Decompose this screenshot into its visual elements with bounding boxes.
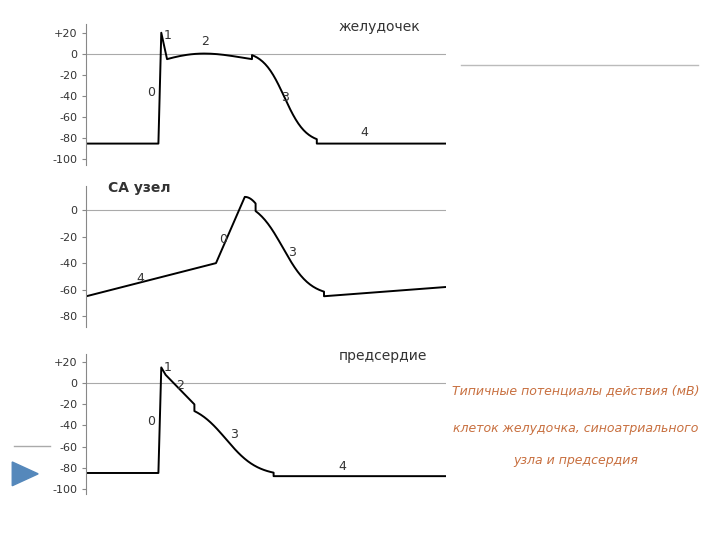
Text: 0: 0 (148, 415, 156, 428)
Polygon shape (12, 462, 38, 486)
Text: узла и предсердия: узла и предсердия (513, 454, 639, 468)
Text: 1: 1 (163, 361, 171, 374)
Text: 2: 2 (176, 379, 184, 392)
Text: Типичные потенциалы действия (мВ): Типичные потенциалы действия (мВ) (452, 384, 700, 397)
Text: 2: 2 (202, 36, 210, 49)
Text: 4: 4 (137, 272, 145, 285)
Text: 0: 0 (220, 233, 228, 246)
Text: 4: 4 (338, 460, 346, 473)
Text: 0: 0 (148, 86, 156, 99)
Text: 3: 3 (230, 428, 238, 441)
Text: 3: 3 (281, 91, 289, 104)
Text: желудочек: желудочек (338, 19, 420, 33)
Text: предсердие: предсердие (338, 349, 427, 363)
Text: 3: 3 (288, 246, 296, 260)
Text: 4: 4 (360, 126, 368, 139)
Text: СА узел: СА узел (108, 180, 171, 194)
Text: клеток желудочка, синоатриального: клеток желудочка, синоатриального (454, 422, 698, 435)
Text: 1: 1 (164, 29, 172, 42)
